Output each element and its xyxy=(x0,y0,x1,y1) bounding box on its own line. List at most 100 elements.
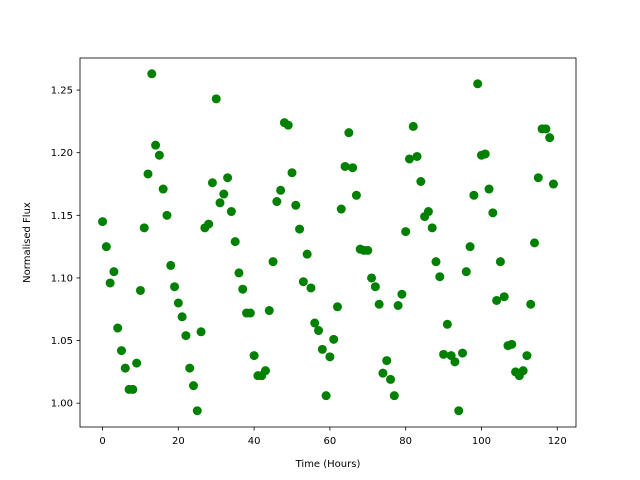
y-tick-label: 1.15 xyxy=(51,211,73,222)
point xyxy=(374,299,384,309)
point xyxy=(295,224,305,234)
point xyxy=(348,163,358,173)
point xyxy=(272,197,282,207)
point xyxy=(484,184,494,194)
point xyxy=(173,298,183,308)
point xyxy=(370,282,380,292)
point xyxy=(431,257,441,267)
point xyxy=(143,169,153,179)
x-tick-label: 40 xyxy=(248,436,261,447)
point xyxy=(226,207,236,217)
point xyxy=(177,312,187,322)
point xyxy=(116,346,126,356)
point xyxy=(132,358,142,368)
point xyxy=(158,184,168,194)
x-tick-label: 0 xyxy=(99,436,105,447)
point xyxy=(439,349,449,359)
point xyxy=(154,150,164,160)
point xyxy=(351,190,361,200)
point xyxy=(101,242,111,252)
x-tick-label: 60 xyxy=(324,436,337,447)
point xyxy=(367,273,377,283)
y-tick-label: 1.00 xyxy=(51,399,73,410)
point xyxy=(518,366,528,376)
point xyxy=(120,363,130,373)
point xyxy=(416,177,426,187)
point xyxy=(404,154,414,164)
point xyxy=(260,366,270,376)
point xyxy=(363,245,373,255)
point xyxy=(306,283,316,293)
point xyxy=(170,282,180,292)
point xyxy=(386,374,396,384)
point xyxy=(533,173,543,183)
point xyxy=(276,185,286,195)
point xyxy=(181,331,191,341)
point xyxy=(332,302,342,312)
point xyxy=(495,257,505,267)
point xyxy=(162,210,172,220)
point xyxy=(135,285,145,295)
point xyxy=(223,173,233,183)
point xyxy=(188,381,198,391)
point xyxy=(249,351,259,361)
point xyxy=(442,319,452,329)
point xyxy=(185,363,195,373)
point xyxy=(378,368,388,378)
point xyxy=(321,391,331,401)
point xyxy=(492,295,502,305)
y-axis-label: Normalised Flux xyxy=(22,202,33,283)
point xyxy=(98,217,108,227)
point xyxy=(317,344,327,354)
point xyxy=(329,334,339,344)
y-tick-label: 1.10 xyxy=(51,273,73,284)
plot-frame xyxy=(79,57,577,428)
point xyxy=(113,323,123,333)
point xyxy=(450,357,460,367)
x-tick-label: 100 xyxy=(472,436,491,447)
point xyxy=(147,69,157,79)
point xyxy=(234,268,244,278)
point xyxy=(325,352,335,362)
point xyxy=(458,348,468,358)
point xyxy=(340,161,350,171)
x-axis-label: Time (Hours) xyxy=(295,459,361,470)
point xyxy=(109,267,119,277)
point xyxy=(480,149,490,159)
point xyxy=(522,351,532,361)
point xyxy=(238,284,248,294)
point xyxy=(344,128,354,138)
point xyxy=(461,267,471,277)
point xyxy=(166,260,176,270)
point xyxy=(219,189,229,199)
point xyxy=(302,249,312,259)
point xyxy=(314,326,324,336)
point xyxy=(215,198,225,208)
y-tick-label: 1.25 xyxy=(51,86,73,97)
point xyxy=(541,124,551,134)
point xyxy=(230,237,240,247)
point xyxy=(469,190,479,200)
point xyxy=(423,207,433,217)
point xyxy=(548,179,558,189)
point xyxy=(526,299,536,309)
point xyxy=(393,301,403,311)
point xyxy=(397,289,407,299)
point xyxy=(128,384,138,394)
point xyxy=(291,200,301,210)
point xyxy=(545,133,555,143)
y-tick-label: 1.20 xyxy=(51,148,73,159)
point xyxy=(287,168,297,178)
point xyxy=(530,238,540,248)
point xyxy=(499,292,509,302)
point xyxy=(488,208,498,218)
point xyxy=(507,339,517,349)
point xyxy=(204,219,214,229)
x-tick-label: 120 xyxy=(548,436,567,447)
y-tick-label: 1.05 xyxy=(51,336,73,347)
point xyxy=(401,227,411,237)
point xyxy=(105,278,115,288)
point xyxy=(412,151,422,161)
point xyxy=(264,306,274,316)
